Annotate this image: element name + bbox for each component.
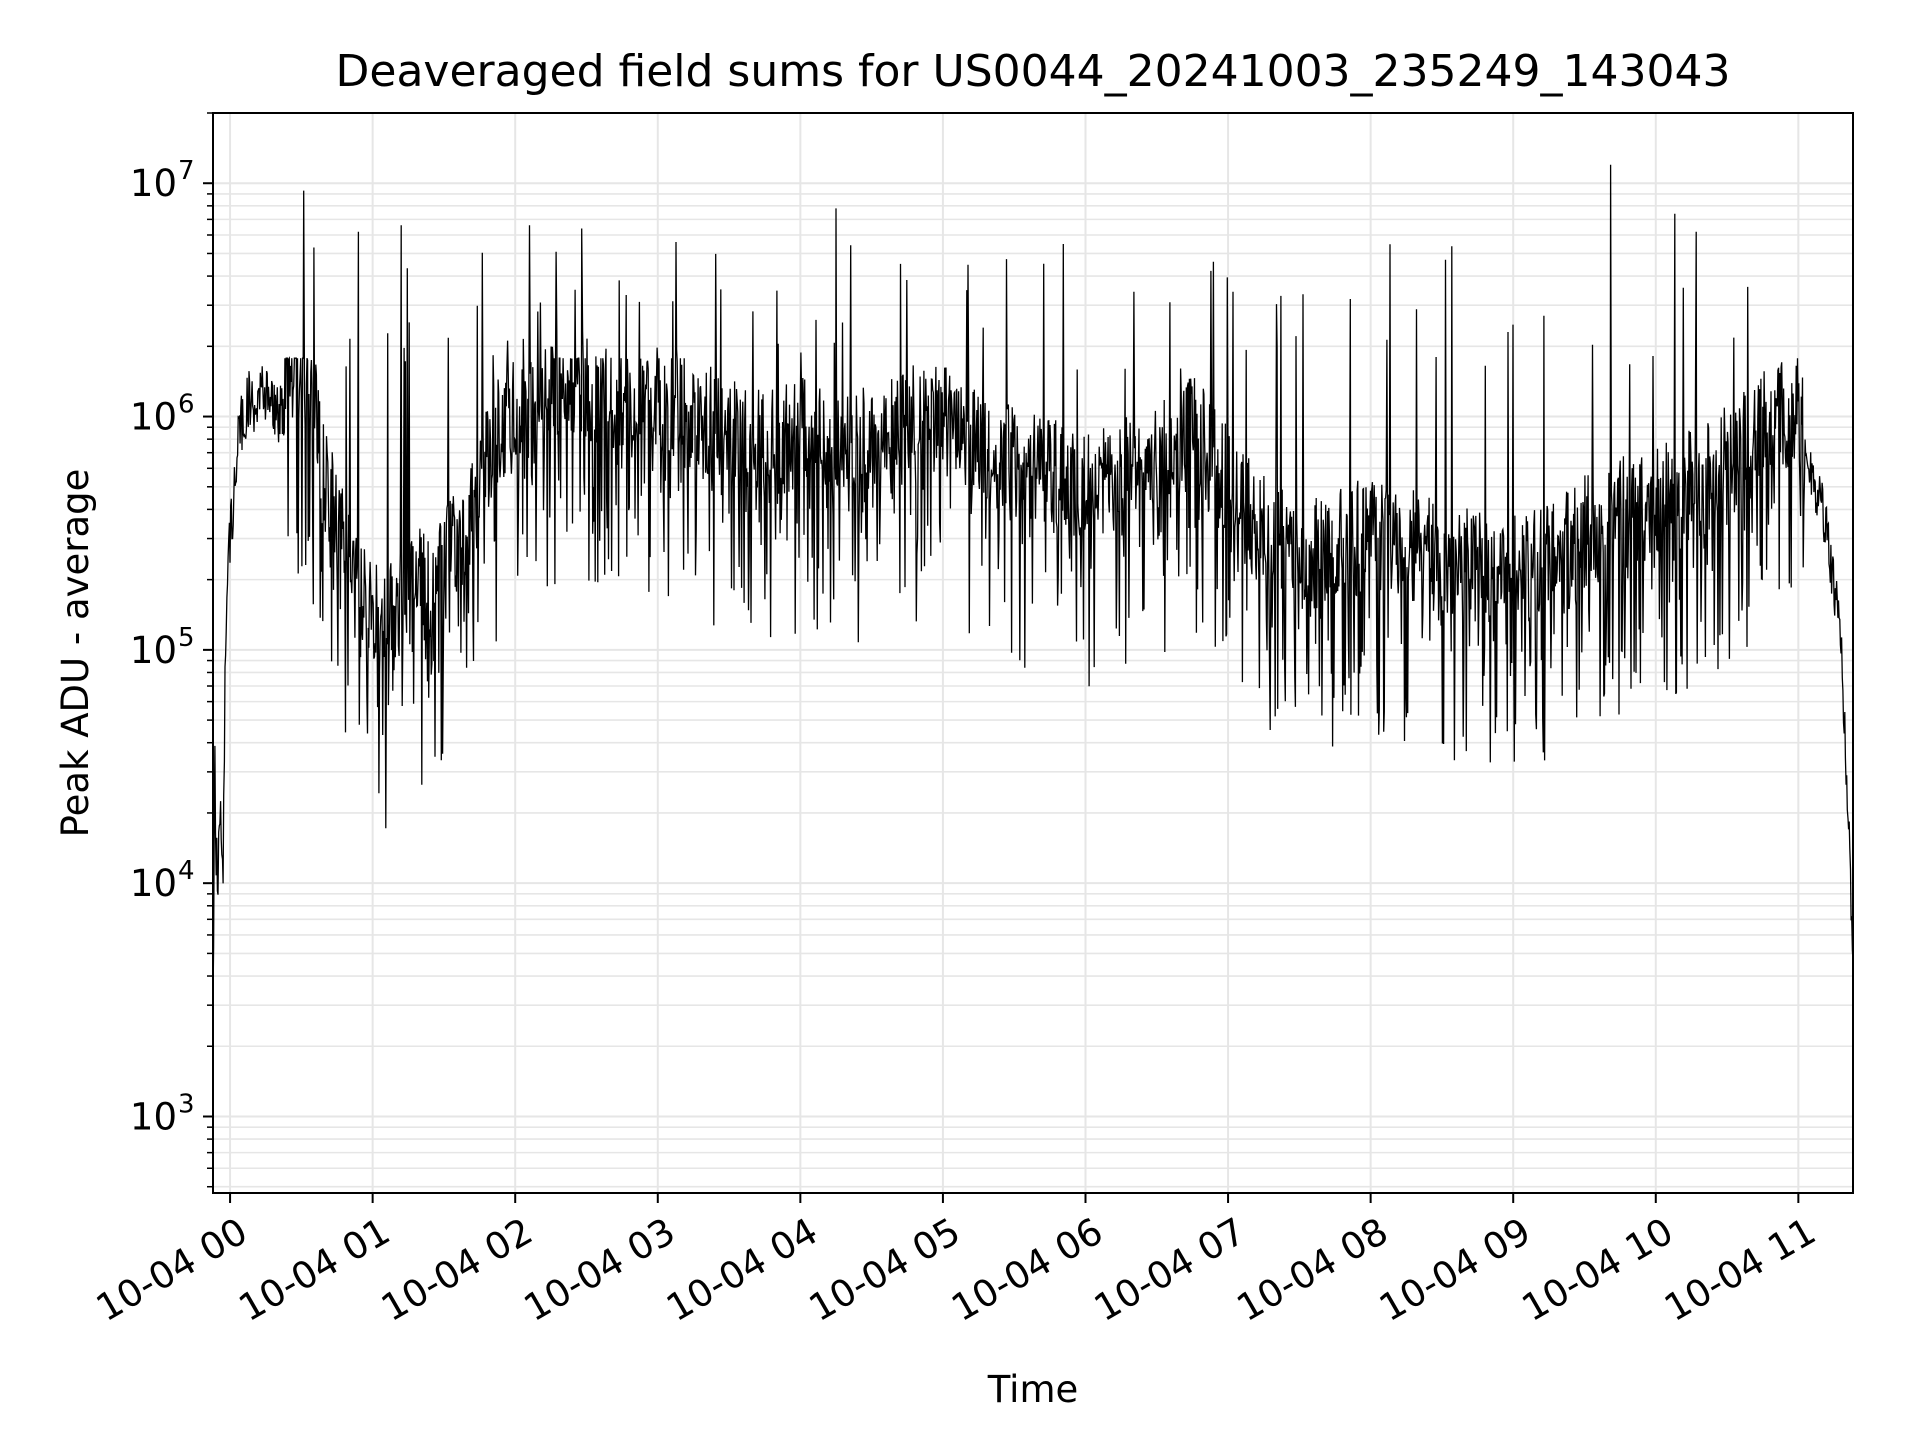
y-tick-exponent: 4 (178, 856, 195, 886)
y-axis-label: Peak ADU - average (54, 469, 97, 838)
y-tick-base: 10 (130, 1095, 177, 1138)
y-tick-label: 10 (130, 629, 177, 672)
data-series-line (213, 164, 1853, 1000)
y-tick-label: 10 (130, 1095, 177, 1138)
y-tick-exponent: 5 (178, 623, 195, 653)
y-tick-exponent: 6 (178, 390, 195, 420)
data-layer (213, 164, 1853, 1000)
y-tick-base: 10 (130, 629, 177, 672)
y-tick-base: 10 (130, 862, 177, 905)
y-tick-label: 10 (130, 162, 177, 205)
grid (213, 112, 1853, 1193)
chart-title: Deaveraged field sums for US0044_2024100… (336, 46, 1731, 97)
y-tick-exponent: 7 (178, 156, 195, 186)
y-tick-label: 10 (130, 862, 177, 905)
y-tick-base: 10 (130, 396, 177, 439)
plot-frame (212, 112, 1854, 1194)
y-tick-label: 10 (130, 396, 177, 439)
y-tick-base: 10 (130, 162, 177, 205)
y-tick-exponent: 3 (178, 1089, 195, 1119)
x-axis-label: Time (987, 1368, 1079, 1411)
